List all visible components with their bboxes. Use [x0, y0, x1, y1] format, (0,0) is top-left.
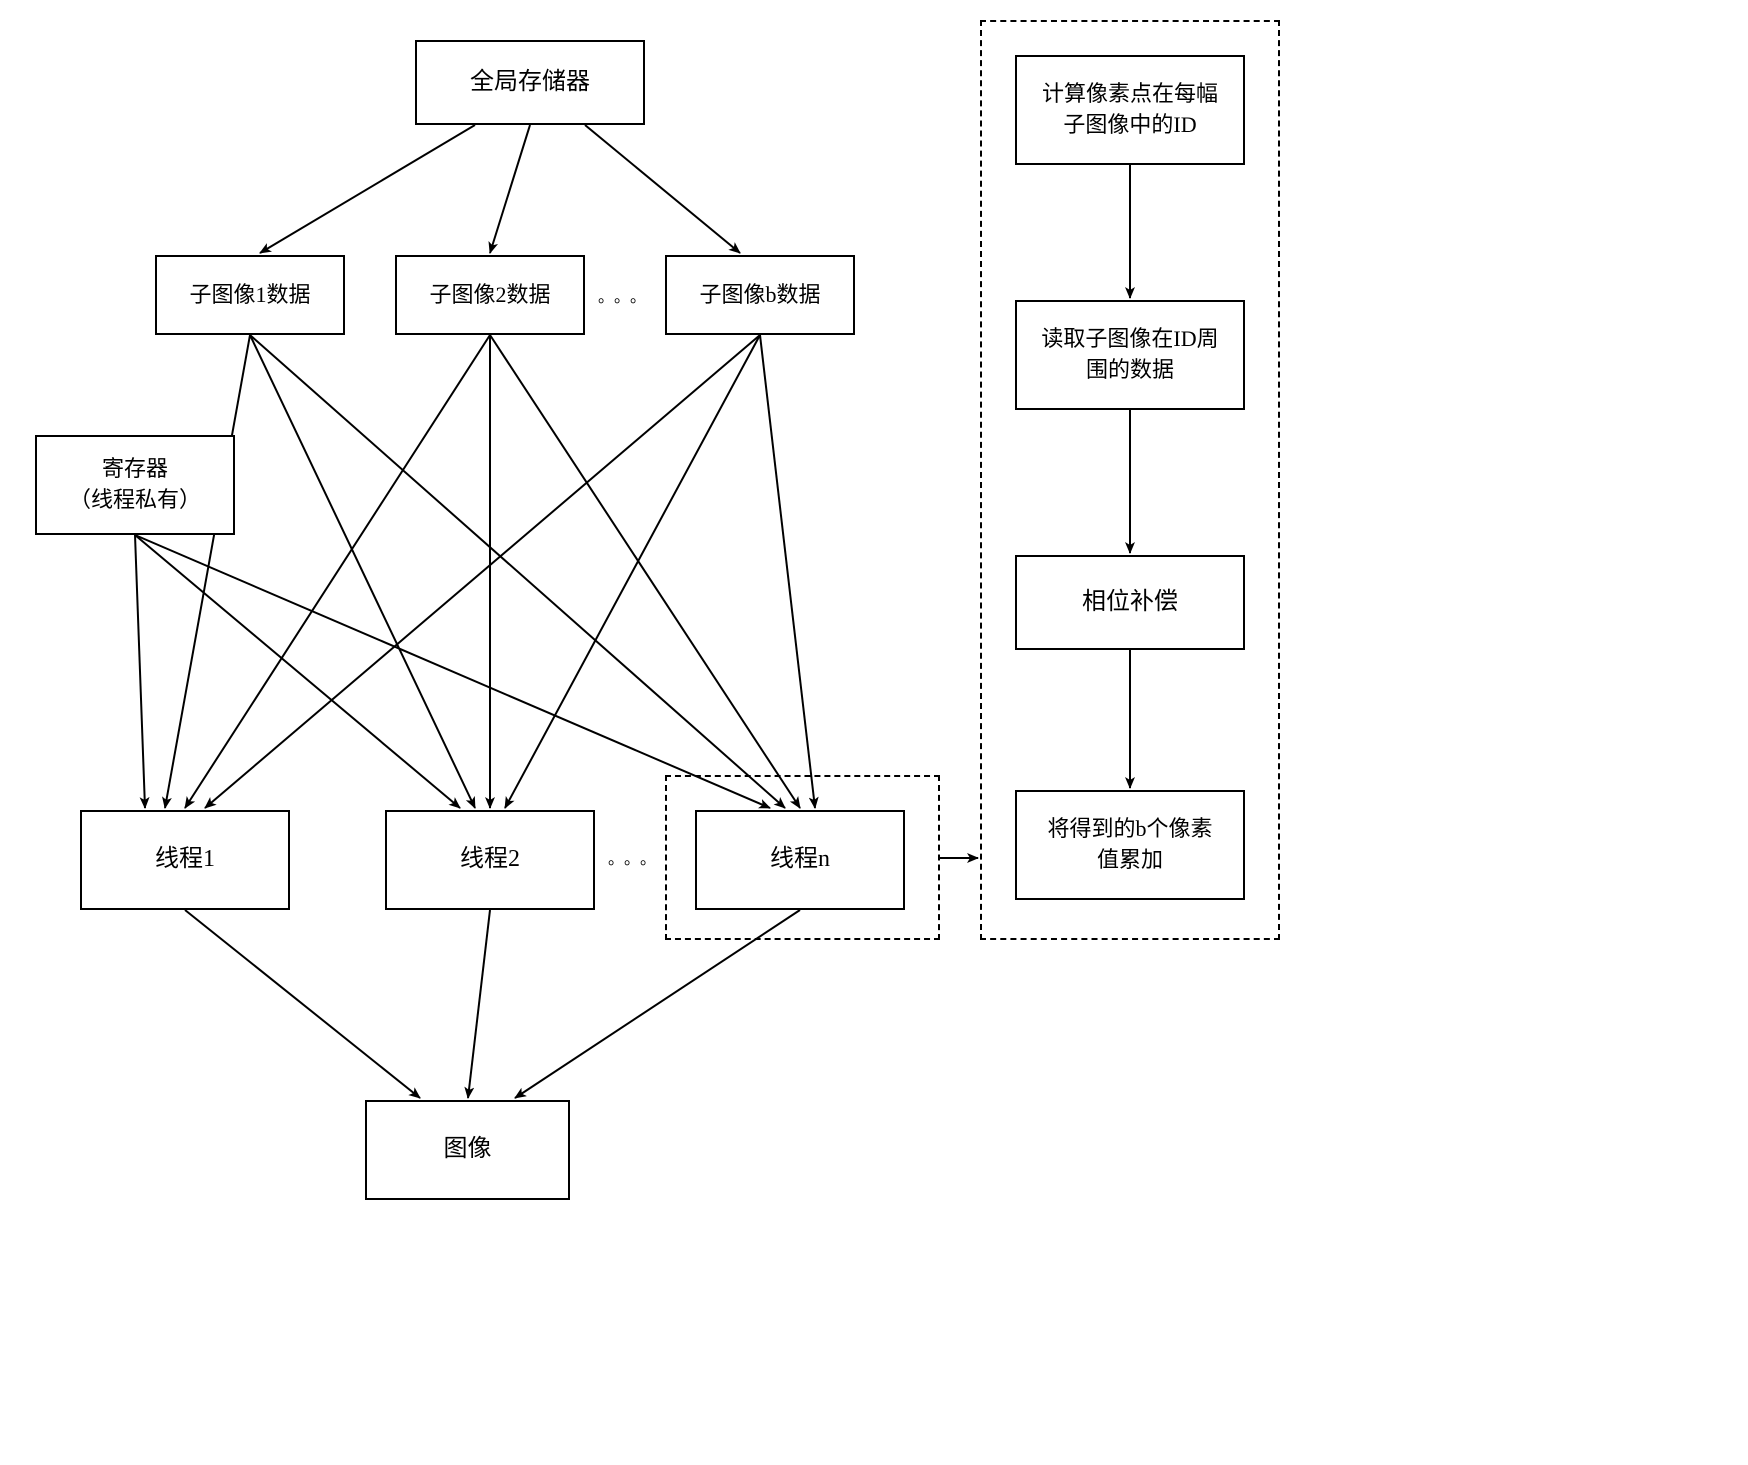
thread-n-label: 线程n	[770, 843, 830, 877]
step-phase-comp-node: 相位补偿	[1015, 555, 1245, 650]
step-accumulate-node: 将得到的b个像素值累加	[1015, 790, 1245, 900]
step-compute-id-node: 计算像素点在每幅子图像中的ID	[1015, 55, 1245, 165]
subimage-b-label: 子图像b数据	[699, 280, 820, 311]
ellipsis-top-text: 。。。	[598, 289, 654, 306]
subimage-1-node: 子图像1数据	[155, 255, 345, 335]
ellipsis-mid: 。。。	[608, 845, 664, 869]
subimage-1-label: 子图像1数据	[189, 280, 310, 311]
ellipsis-top: 。。。	[598, 283, 654, 307]
subimage-b-node: 子图像b数据	[665, 255, 855, 335]
arrow-layer	[0, 0, 1748, 1465]
register-node: 寄存器（线程私有）	[35, 435, 235, 535]
image-label: 图像	[444, 1133, 492, 1167]
thread-n-node: 线程n	[695, 810, 905, 910]
thread-2-node: 线程2	[385, 810, 595, 910]
step-accumulate-label: 将得到的b个像素值累加	[1047, 814, 1212, 876]
image-node: 图像	[365, 1100, 570, 1200]
register-label: 寄存器（线程私有）	[69, 454, 201, 516]
global-storage-label: 全局存储器	[470, 66, 590, 100]
thread-2-label: 线程2	[460, 843, 520, 877]
step-read-data-label: 读取子图像在ID周围的数据	[1041, 324, 1218, 386]
step-read-data-node: 读取子图像在ID周围的数据	[1015, 300, 1245, 410]
subimage-2-label: 子图像2数据	[429, 280, 550, 311]
global-storage-node: 全局存储器	[415, 40, 645, 125]
subimage-2-node: 子图像2数据	[395, 255, 585, 335]
step-compute-id-label: 计算像素点在每幅子图像中的ID	[1042, 79, 1218, 141]
step-phase-comp-label: 相位补偿	[1082, 586, 1178, 620]
thread-1-node: 线程1	[80, 810, 290, 910]
ellipsis-mid-text: 。。。	[608, 851, 664, 868]
thread-1-label: 线程1	[155, 843, 215, 877]
